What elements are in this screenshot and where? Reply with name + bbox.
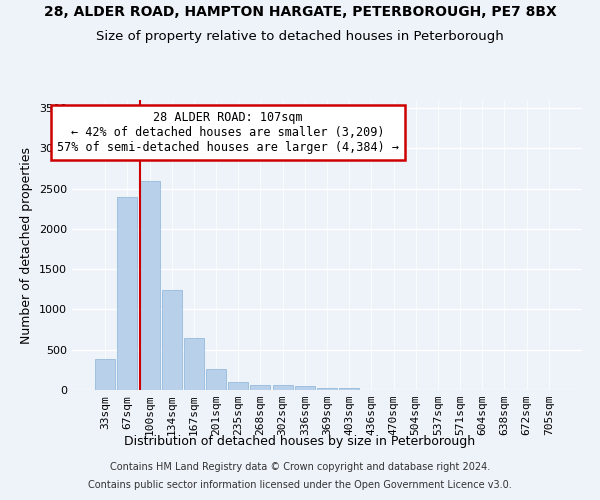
Text: 28 ALDER ROAD: 107sqm
← 42% of detached houses are smaller (3,209)
57% of semi-d: 28 ALDER ROAD: 107sqm ← 42% of detached … xyxy=(57,112,399,154)
Bar xyxy=(206,369,226,390)
Text: Contains HM Land Registry data © Crown copyright and database right 2024.: Contains HM Land Registry data © Crown c… xyxy=(110,462,490,472)
Text: Contains public sector information licensed under the Open Government Licence v3: Contains public sector information licen… xyxy=(88,480,512,490)
Bar xyxy=(272,385,293,390)
Bar xyxy=(228,382,248,390)
Bar xyxy=(317,388,337,390)
Bar xyxy=(95,358,115,390)
Text: 28, ALDER ROAD, HAMPTON HARGATE, PETERBOROUGH, PE7 8BX: 28, ALDER ROAD, HAMPTON HARGATE, PETERBO… xyxy=(44,5,556,19)
Bar xyxy=(250,385,271,390)
Bar xyxy=(184,338,204,390)
Bar xyxy=(162,290,182,390)
Bar xyxy=(118,196,137,390)
Bar xyxy=(295,386,315,390)
Bar xyxy=(140,180,160,390)
Text: Distribution of detached houses by size in Peterborough: Distribution of detached houses by size … xyxy=(124,435,476,448)
Y-axis label: Number of detached properties: Number of detached properties xyxy=(20,146,34,344)
Bar xyxy=(339,388,359,390)
Text: Size of property relative to detached houses in Peterborough: Size of property relative to detached ho… xyxy=(96,30,504,43)
